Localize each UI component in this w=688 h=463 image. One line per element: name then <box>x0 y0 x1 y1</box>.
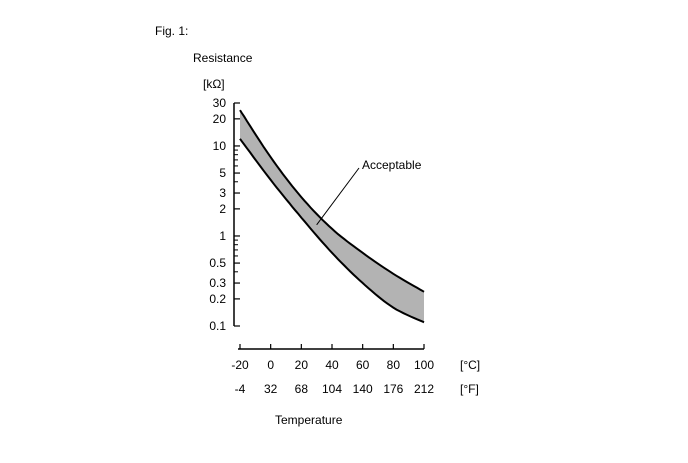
y-axis-label: Resistance <box>193 51 253 65</box>
x-axis-label: Temperature <box>275 413 343 427</box>
x-tick-label-fahrenheit: 140 <box>353 382 373 396</box>
x-tick-label-celsius: -20 <box>231 358 249 372</box>
y-tick-label: 0.3 <box>209 276 226 290</box>
x-tick-label-celsius: 80 <box>387 358 401 372</box>
acceptable-label: Acceptable <box>362 158 422 172</box>
upper-limit-curve <box>239 109 425 293</box>
y-tick-label: 2 <box>219 202 226 216</box>
x-tick-label-fahrenheit: 176 <box>383 382 403 396</box>
y-axis-unit: [kΩ] <box>203 77 225 91</box>
x-tick-label-fahrenheit: 104 <box>322 382 342 396</box>
x-tick-label-fahrenheit: -4 <box>235 382 246 396</box>
y-tick-label: 1 <box>219 229 226 243</box>
acceptable-band <box>240 110 424 323</box>
y-tick-label: 3 <box>219 186 226 200</box>
acceptable-leader-line <box>316 167 360 226</box>
x-tick-label-celsius: 20 <box>295 358 309 372</box>
x-unit-celsius: [°C] <box>460 358 480 372</box>
x-tick-label-celsius: 100 <box>414 358 434 372</box>
y-tick-label: 0.1 <box>209 319 226 333</box>
x-tick-label-celsius: 0 <box>267 358 274 372</box>
x-tick-label-fahrenheit: 212 <box>414 382 434 396</box>
y-tick-label: 10 <box>213 139 227 153</box>
y-tick-label: 30 <box>213 96 227 110</box>
x-tick-label-fahrenheit: 32 <box>264 382 278 396</box>
figure-label: Fig. 1: <box>155 24 188 38</box>
y-tick-label: 5 <box>219 166 226 180</box>
lower-limit-curve <box>239 138 425 324</box>
y-tick-label: 0.5 <box>209 256 226 270</box>
y-tick-label: 0.2 <box>209 292 226 306</box>
y-tick-label: 20 <box>213 112 227 126</box>
x-tick-label-celsius: 40 <box>325 358 339 372</box>
x-unit-fahrenheit: [°F] <box>460 382 479 396</box>
x-tick-label-fahrenheit: 68 <box>295 382 309 396</box>
x-axis: -20 -4 0 32 20 68 40 104 60 140 80 176 100 212 <box>231 344 434 396</box>
x-tick-label-celsius: 60 <box>356 358 370 372</box>
y-axis: 30 20 10 5 3 2 1 0.5 0.3 0.2 0.1 <box>209 96 240 333</box>
